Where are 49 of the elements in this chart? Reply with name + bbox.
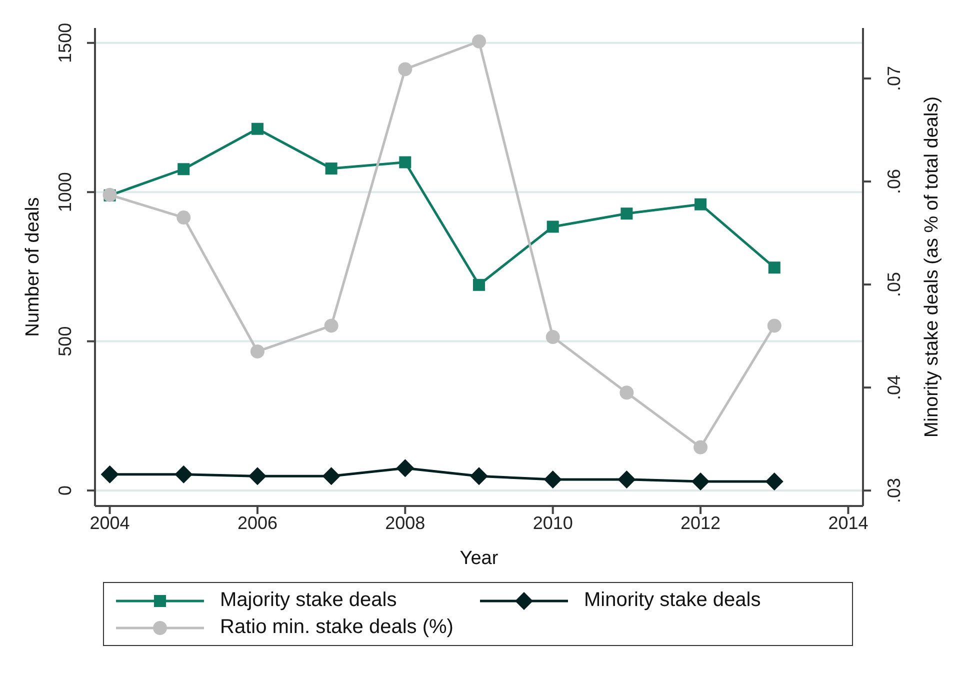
point: [767, 318, 782, 333]
point: [620, 208, 633, 220]
point: [250, 344, 264, 358]
y-tick-label: 1000: [55, 172, 75, 212]
y-tick-label: 1500: [55, 22, 75, 63]
point: [396, 459, 414, 478]
legend-label: Minority stake deals: [584, 589, 761, 612]
point: [174, 465, 193, 484]
legend-label: Ratio min. stake deals (%): [220, 616, 454, 639]
y2-tick-label: .05: [884, 272, 904, 298]
y2-tick-label: .07: [884, 66, 904, 91]
y2-tick-label: .04: [884, 375, 904, 400]
y-tick-label: 0: [55, 485, 75, 496]
legend-label: Majority stake deals: [220, 589, 397, 612]
y2-axis-title: Minority stake deals (as % of total deals): [922, 96, 943, 438]
point: [178, 163, 190, 176]
x-tick-label: 2006: [237, 512, 278, 533]
point: [472, 34, 486, 48]
point: [694, 198, 707, 210]
point: [100, 465, 119, 484]
point: [470, 467, 488, 486]
point: [544, 470, 562, 488]
point: [325, 162, 338, 175]
x-tick-label: 2004: [90, 512, 130, 533]
y2-tick-label: .06: [884, 168, 904, 194]
point: [768, 262, 780, 274]
point: [765, 472, 784, 491]
point: [618, 470, 636, 488]
point: [473, 278, 485, 291]
point: [324, 318, 338, 333]
y-tick-label: 500: [55, 326, 75, 356]
point: [399, 156, 412, 168]
y-axis-title: Number of deals: [22, 197, 44, 337]
point: [546, 330, 560, 344]
point: [398, 62, 412, 76]
point: [692, 472, 710, 491]
point: [694, 440, 708, 454]
point: [322, 467, 340, 486]
y2-tick-label: .03: [884, 478, 904, 504]
point: [176, 210, 191, 225]
x-axis-title: Year: [460, 548, 499, 569]
point: [546, 220, 559, 233]
x-tick-label: 2008: [385, 512, 426, 533]
x-tick-label: 2010: [532, 512, 573, 533]
point: [620, 386, 634, 400]
x-tick-label: 2014: [828, 512, 868, 533]
x-tick-label: 2012: [680, 512, 721, 533]
point: [251, 122, 264, 135]
point: [248, 467, 266, 486]
